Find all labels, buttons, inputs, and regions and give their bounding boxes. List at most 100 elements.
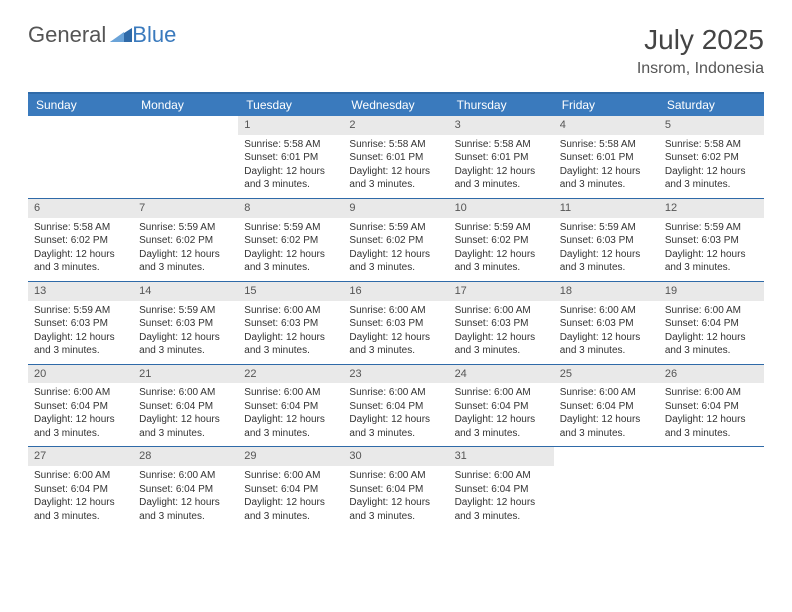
daylight-text: Daylight: 12 hours and 3 minutes. <box>244 165 337 192</box>
sunset-text: Sunset: 6:04 PM <box>34 483 127 497</box>
daylight-text: Daylight: 12 hours and 3 minutes. <box>34 331 127 358</box>
sunrise-text: Sunrise: 6:00 AM <box>349 386 442 400</box>
sunrise-text: Sunrise: 5:58 AM <box>244 138 337 152</box>
day-number: 21 <box>133 365 238 384</box>
sunrise-text: Sunrise: 6:00 AM <box>139 386 232 400</box>
weeks-container: 1Sunrise: 5:58 AMSunset: 6:01 PMDaylight… <box>28 116 764 529</box>
day-cell: 3Sunrise: 5:58 AMSunset: 6:01 PMDaylight… <box>449 116 554 198</box>
daylight-text: Daylight: 12 hours and 3 minutes. <box>560 248 653 275</box>
week-row: 6Sunrise: 5:58 AMSunset: 6:02 PMDaylight… <box>28 198 764 281</box>
day-cell: 31Sunrise: 6:00 AMSunset: 6:04 PMDayligh… <box>449 447 554 529</box>
sunrise-text: Sunrise: 6:00 AM <box>139 469 232 483</box>
day-cell: 8Sunrise: 5:59 AMSunset: 6:02 PMDaylight… <box>238 199 343 281</box>
sunset-text: Sunset: 6:01 PM <box>349 151 442 165</box>
day-number: 26 <box>659 365 764 384</box>
daylight-text: Daylight: 12 hours and 3 minutes. <box>349 496 442 523</box>
sunset-text: Sunset: 6:04 PM <box>139 483 232 497</box>
day-number: 14 <box>133 282 238 301</box>
calendar-grid: Sunday Monday Tuesday Wednesday Thursday… <box>28 92 764 529</box>
sunset-text: Sunset: 6:02 PM <box>244 234 337 248</box>
daylight-text: Daylight: 12 hours and 3 minutes. <box>455 331 548 358</box>
day-cell: 22 Sunrise: 6:00 AMSunset: 6:04 PMDayligh… <box>238 365 343 447</box>
brand-part2: Blue <box>132 24 176 46</box>
sunrise-text: Sunrise: 6:00 AM <box>244 386 337 400</box>
sunrise-text: Sunrise: 5:59 AM <box>139 221 232 235</box>
daylight-text: Daylight: 12 hours and 3 minutes. <box>349 165 442 192</box>
daylight-text: Daylight: 12 hours and 3 minutes. <box>244 413 337 440</box>
day-header: Monday <box>133 94 238 116</box>
day-number: 19 <box>659 282 764 301</box>
day-cell: 23Sunrise: 6:00 AMSunset: 6:04 PMDayligh… <box>343 365 448 447</box>
sunrise-text: Sunrise: 6:00 AM <box>455 469 548 483</box>
day-cell: 16Sunrise: 6:00 AMSunset: 6:03 PMDayligh… <box>343 282 448 364</box>
sunset-text: Sunset: 6:04 PM <box>665 400 758 414</box>
daylight-text: Daylight: 12 hours and 3 minutes. <box>139 331 232 358</box>
sunset-text: Sunset: 6:04 PM <box>139 400 232 414</box>
calendar-page: General Blue July 2025 Insrom, Indonesia… <box>0 0 792 553</box>
brand-logo: General Blue <box>28 24 176 46</box>
sunset-text: Sunset: 6:04 PM <box>349 483 442 497</box>
day-number: 8 <box>238 199 343 218</box>
daylight-text: Daylight: 12 hours and 3 minutes. <box>455 496 548 523</box>
day-number: 22 <box>238 365 343 384</box>
day-cell: 11 Sunrise: 5:59 AMSunset: 6:03 PMDayligh… <box>554 199 659 281</box>
daylight-text: Daylight: 12 hours and 3 minutes. <box>665 165 758 192</box>
day-cell: 20Sunrise: 6:00 AMSunset: 6:04 PMDayligh… <box>28 365 133 447</box>
sunset-text: Sunset: 6:01 PM <box>244 151 337 165</box>
day-header: Friday <box>554 94 659 116</box>
daylight-text: Daylight: 12 hours and 3 minutes. <box>560 413 653 440</box>
day-header-row: Sunday Monday Tuesday Wednesday Thursday… <box>28 94 764 116</box>
day-cell: 21 Sunrise: 6:00 AMSunset: 6:04 PMDayligh… <box>133 365 238 447</box>
week-row: 1Sunrise: 5:58 AMSunset: 6:01 PMDaylight… <box>28 116 764 198</box>
brand-part1: General <box>28 24 106 46</box>
day-number: 20 <box>28 365 133 384</box>
day-number: 1 <box>238 116 343 135</box>
day-number: 11 <box>554 199 659 218</box>
day-number: 16 <box>343 282 448 301</box>
sunrise-text: Sunrise: 6:00 AM <box>455 386 548 400</box>
day-cell: 24 Sunrise: 6:00 AMSunset: 6:04 PMDayligh… <box>449 365 554 447</box>
daylight-text: Daylight: 12 hours and 3 minutes. <box>34 248 127 275</box>
sunset-text: Sunset: 6:03 PM <box>560 234 653 248</box>
sunset-text: Sunset: 6:04 PM <box>349 400 442 414</box>
day-number: 12 <box>659 199 764 218</box>
week-row: 27Sunrise: 6:00 AMSunset: 6:04 PMDayligh… <box>28 446 764 529</box>
day-number: 25 <box>554 365 659 384</box>
daylight-text: Daylight: 12 hours and 3 minutes. <box>455 165 548 192</box>
daylight-text: Daylight: 12 hours and 3 minutes. <box>455 413 548 440</box>
sunrise-text: Sunrise: 5:58 AM <box>34 221 127 235</box>
day-header: Tuesday <box>238 94 343 116</box>
brand-mark-icon <box>110 24 132 46</box>
sunset-text: Sunset: 6:04 PM <box>560 400 653 414</box>
day-number: 28 <box>133 447 238 466</box>
day-cell <box>659 447 764 529</box>
sunset-text: Sunset: 6:02 PM <box>139 234 232 248</box>
sunrise-text: Sunrise: 5:58 AM <box>665 138 758 152</box>
sunrise-text: Sunrise: 5:59 AM <box>560 221 653 235</box>
sunset-text: Sunset: 6:04 PM <box>455 400 548 414</box>
day-number: 23 <box>343 365 448 384</box>
sunset-text: Sunset: 6:04 PM <box>244 400 337 414</box>
daylight-text: Daylight: 12 hours and 3 minutes. <box>139 413 232 440</box>
day-number: 4 <box>554 116 659 135</box>
day-cell: 28Sunrise: 6:00 AMSunset: 6:04 PMDayligh… <box>133 447 238 529</box>
sunrise-text: Sunrise: 5:58 AM <box>455 138 548 152</box>
sunset-text: Sunset: 6:02 PM <box>349 234 442 248</box>
day-number: 13 <box>28 282 133 301</box>
day-number: 17 <box>449 282 554 301</box>
day-cell <box>28 116 133 198</box>
day-cell: 9Sunrise: 5:59 AMSunset: 6:02 PMDaylight… <box>343 199 448 281</box>
sunrise-text: Sunrise: 5:59 AM <box>455 221 548 235</box>
sunrise-text: Sunrise: 5:59 AM <box>139 304 232 318</box>
sunrise-text: Sunrise: 6:00 AM <box>349 304 442 318</box>
day-number: 18 <box>554 282 659 301</box>
day-cell: 1 Sunrise: 5:58 AMSunset: 6:01 PMDaylight… <box>238 116 343 198</box>
day-number: 24 <box>449 365 554 384</box>
day-cell: 13Sunrise: 5:59 AMSunset: 6:03 PMDayligh… <box>28 282 133 364</box>
day-number: 30 <box>343 447 448 466</box>
day-number: 27 <box>28 447 133 466</box>
day-header: Wednesday <box>343 94 448 116</box>
sunrise-text: Sunrise: 5:59 AM <box>349 221 442 235</box>
day-header: Saturday <box>659 94 764 116</box>
daylight-text: Daylight: 12 hours and 3 minutes. <box>560 331 653 358</box>
